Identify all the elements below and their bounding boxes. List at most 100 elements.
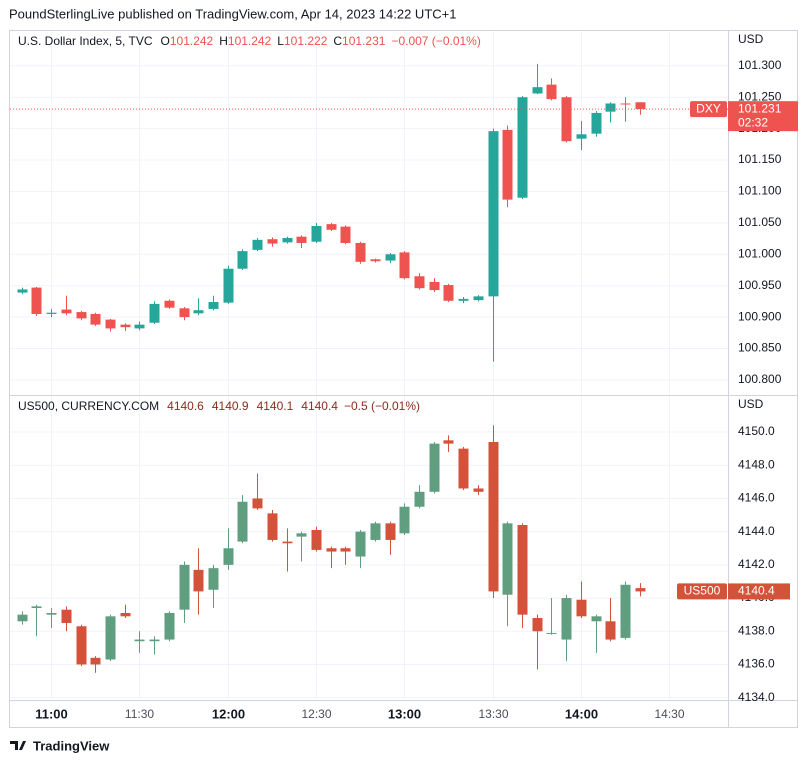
- candle-body: [399, 252, 410, 279]
- candle-body: [502, 129, 513, 200]
- price-tag: [728, 101, 798, 132]
- price-tag-value: 4140.4: [738, 584, 775, 598]
- candle-body: [296, 236, 307, 243]
- candle-body: [370, 259, 381, 262]
- candle-body: [635, 102, 646, 110]
- legend-value: 101.242: [228, 34, 272, 48]
- candle-body: [326, 224, 337, 230]
- candle-body: [561, 97, 572, 142]
- candle-body: [414, 491, 425, 507]
- candle-body: [385, 254, 396, 261]
- candle-body: [620, 103, 631, 105]
- candle-body: [429, 443, 440, 492]
- x-tick-label: 13:30: [478, 707, 508, 721]
- y-tick-label: 101.300: [738, 58, 782, 72]
- candle-body: [282, 237, 293, 243]
- y-tick-label: 4134.0: [738, 690, 775, 704]
- candle-body: [252, 498, 263, 509]
- y-tick-label: 4142.0: [738, 557, 775, 571]
- candle-body: [488, 131, 499, 297]
- candle-body: [532, 617, 543, 632]
- y-tick-label: 100.900: [738, 309, 782, 323]
- candle-body: [61, 309, 72, 314]
- candle-body: [576, 599, 587, 617]
- candle-body: [591, 112, 602, 134]
- y-tick-label: 100.850: [738, 341, 782, 355]
- candle-body: [267, 239, 278, 244]
- candle-body: [605, 103, 616, 112]
- candle-body: [546, 84, 557, 100]
- x-tick-label: 14:30: [654, 707, 684, 721]
- legend-letter: O: [161, 34, 170, 48]
- candle-body: [502, 523, 513, 595]
- candle-body: [355, 242, 366, 262]
- candle-body: [179, 564, 190, 610]
- candle-body: [458, 298, 469, 301]
- legend-change: −0.5 (−0.01%): [344, 399, 420, 413]
- candle-body: [340, 226, 351, 243]
- legend-value: 4140.9: [212, 399, 249, 413]
- candle-body: [223, 548, 234, 565]
- candle-body: [17, 614, 28, 622]
- price-axis-unit: USD: [738, 397, 764, 411]
- legend-value: 101.242: [170, 34, 214, 48]
- legend-value: 4140.1: [257, 399, 294, 413]
- series-tag: [677, 583, 727, 600]
- y-tick-label: 101.100: [738, 184, 782, 198]
- candle-body: [223, 268, 234, 303]
- candle-body: [385, 523, 396, 540]
- series-tag-label: US500: [684, 584, 721, 598]
- y-tick-label: 101.250: [738, 89, 782, 103]
- x-tick-label: 13:00: [388, 706, 421, 721]
- ohlc-legend: U.S. Dollar Index, 5, TVC O101.242 H101.24…: [18, 34, 481, 48]
- candle-body: [620, 584, 631, 638]
- series-tag-label: DXY: [696, 101, 721, 115]
- y-tick-label: 101.000: [738, 246, 782, 260]
- candle-body: [355, 531, 366, 557]
- legend-change: −0.007 (−0.01%): [391, 34, 480, 48]
- candle-body: [605, 621, 616, 640]
- candle-body: [473, 488, 484, 492]
- chart-frame: [9, 30, 798, 728]
- candle-body: [208, 302, 219, 309]
- ohlc-legend: US500, CURRENCY.COM 4140.6 4140.9 4140.1 414…: [18, 399, 420, 413]
- candle-body: [488, 441, 499, 592]
- candle-body: [31, 606, 42, 609]
- candle-body: [149, 303, 160, 323]
- candle-body: [429, 281, 440, 291]
- candle-body: [164, 612, 175, 640]
- series-tag: [690, 101, 727, 118]
- candle-body: [517, 525, 528, 615]
- x-tick-label: 14:00: [565, 706, 598, 721]
- candle-body: [120, 612, 131, 617]
- candle-body: [120, 324, 131, 328]
- candle-body: [561, 598, 572, 640]
- candle-body: [399, 506, 410, 534]
- price-tag-value: 101.231: [738, 101, 782, 115]
- legend-title: U.S. Dollar Index, 5, TVC: [18, 34, 153, 48]
- candle-body: [296, 533, 307, 537]
- y-tick-label: 100.800: [738, 372, 782, 386]
- legend-letter: L: [277, 34, 284, 48]
- x-tick-label: 11:00: [35, 706, 68, 721]
- candle-body: [443, 285, 454, 301]
- legend-letter: C: [333, 34, 342, 48]
- candle-body: [591, 616, 602, 622]
- candle-body: [237, 251, 248, 269]
- candle-body: [164, 300, 175, 308]
- candle-body: [635, 588, 646, 592]
- candle-body: [458, 448, 469, 489]
- legend-value: 101.222: [284, 34, 328, 48]
- candle-body: [134, 324, 145, 329]
- legend-letter: H: [219, 34, 228, 48]
- candle-body: [46, 312, 57, 314]
- candle-body: [31, 287, 42, 314]
- y-tick-label: 101.050: [738, 215, 782, 229]
- countdown: 02:32: [738, 115, 768, 129]
- candle-body: [340, 548, 351, 552]
- candles: [10, 425, 728, 699]
- price-axis-unit: USD: [738, 32, 764, 46]
- publish-header: PoundSterlingLive published on TradingVi…: [9, 6, 456, 21]
- candle-body: [252, 239, 263, 250]
- x-tick-label: 11:30: [125, 707, 154, 721]
